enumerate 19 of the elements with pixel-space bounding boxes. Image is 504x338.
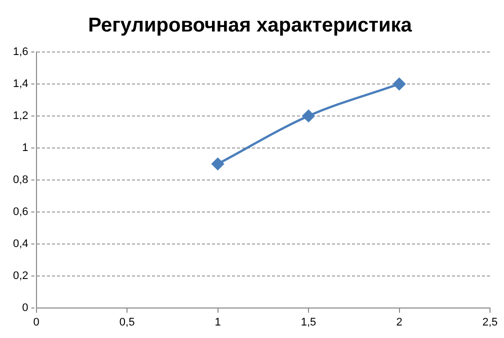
x-tick-label: 0	[33, 316, 40, 328]
y-tick-label: 0	[22, 302, 28, 314]
y-tick-label: 1	[22, 142, 28, 154]
x-tick-label: 1,5	[300, 316, 316, 328]
y-tick-label: 1,4	[12, 78, 28, 90]
y-tick-label: 1,2	[12, 110, 28, 122]
y-tick-label: 1,6	[12, 46, 28, 58]
x-tick-label: 2	[396, 316, 402, 328]
x-tick-label: 0,5	[119, 316, 135, 328]
point	[393, 78, 406, 90]
x-tick-label: 2,5	[482, 316, 498, 328]
y-tick-label: 0,2	[12, 270, 28, 282]
point	[302, 110, 315, 122]
y-tick-label: 0,4	[12, 238, 28, 250]
chart-title: Регулировочная характеристика	[88, 14, 413, 37]
x-tick-label: 1	[214, 316, 221, 328]
point	[212, 158, 224, 170]
y-tick-label: 0,8	[12, 174, 28, 186]
y-tick-label: 0,6	[12, 206, 28, 218]
